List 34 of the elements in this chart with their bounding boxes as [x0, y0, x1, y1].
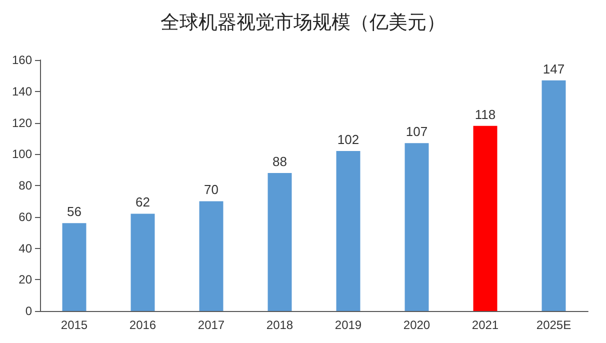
data-label: 118 [474, 106, 496, 122]
data-label: 88 [272, 154, 287, 169]
bar [473, 126, 498, 311]
bar [268, 172, 292, 311]
y-tick-label: 60 [18, 210, 32, 224]
y-tick-label: 0 [25, 304, 32, 318]
bar [199, 201, 224, 311]
x-tick-label: 2018 [266, 318, 294, 332]
x-tick-label: 2025E [536, 318, 572, 332]
x-tick-label: 2015 [60, 318, 88, 332]
data-label: 147 [542, 61, 565, 76]
data-label: 107 [406, 124, 428, 140]
data-label: 62 [136, 194, 150, 210]
y-tick-label: 100 [12, 147, 32, 162]
y-tick-label: 160 [12, 53, 32, 67]
bar [542, 80, 566, 311]
y-tick-label: 40 [18, 241, 32, 256]
x-tick-label: 2019 [334, 318, 362, 332]
x-tick-label: 2021 [472, 318, 499, 332]
x-tick-label: 2017 [198, 318, 225, 332]
data-label: 56 [67, 204, 82, 220]
y-tick-label: 120 [12, 116, 32, 130]
y-tick-label: 140 [12, 84, 32, 98]
y-tick-label: 80 [18, 178, 32, 192]
bar [404, 143, 429, 311]
bar [62, 223, 86, 311]
bar [130, 214, 155, 311]
data-label: 102 [337, 132, 360, 147]
chart-title: 全球机器视觉市场规模（亿美元） [160, 12, 446, 34]
x-tick-label: 2016 [129, 318, 156, 332]
x-tick-label: 2020 [403, 318, 430, 332]
y-tick-label: 20 [18, 272, 32, 287]
bar [336, 150, 360, 311]
data-label: 70 [204, 182, 218, 198]
